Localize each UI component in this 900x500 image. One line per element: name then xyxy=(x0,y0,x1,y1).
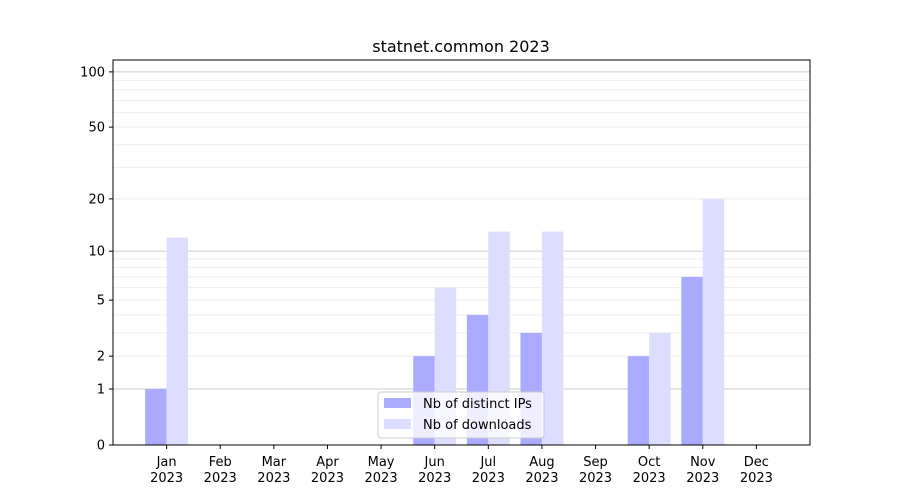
x-tick-label-month: Sep xyxy=(583,455,608,470)
x-tick-label-year: 2023 xyxy=(633,471,666,486)
bar-downloads xyxy=(541,231,564,445)
bar-downloads xyxy=(649,332,671,445)
bar-ips xyxy=(627,356,650,445)
x-axis: Jan2023Feb2023Mar2023Apr2023May2023Jun20… xyxy=(150,445,773,486)
legend: Nb of distinct IPs Nb of downloads xyxy=(377,391,545,439)
bar-ips xyxy=(145,388,167,445)
bar-ips xyxy=(681,276,703,445)
bar-downloads xyxy=(166,237,189,445)
x-tick-label-year: 2023 xyxy=(257,471,290,486)
x-tick-label-year: 2023 xyxy=(311,471,344,486)
y-tick-label: 5 xyxy=(97,294,105,309)
x-tick-label-year: 2023 xyxy=(418,471,451,486)
y-tick-label: 0 xyxy=(97,439,105,454)
y-tick-label: 20 xyxy=(88,192,105,207)
x-tick-label-year: 2023 xyxy=(740,471,773,486)
chart-title: statnet.common 2023 xyxy=(372,37,550,56)
x-tick-label-month: Jan xyxy=(156,455,177,470)
legend-swatch-downloads xyxy=(384,419,411,429)
grid xyxy=(113,71,810,390)
x-tick-label-year: 2023 xyxy=(150,471,183,486)
x-tick-label-month: Aug xyxy=(529,455,554,470)
y-tick-label: 2 xyxy=(97,350,105,365)
x-tick-label-month: Dec xyxy=(744,455,769,470)
x-tick-label-year: 2023 xyxy=(686,471,719,486)
legend-label-downloads: Nb of downloads xyxy=(423,418,532,433)
x-tick-label-month: May xyxy=(368,455,395,470)
legend-label-ips: Nb of distinct IPs xyxy=(423,397,532,412)
x-tick-label-month: Jun xyxy=(424,455,445,470)
x-tick-label-month: Oct xyxy=(638,455,660,470)
x-tick-label-year: 2023 xyxy=(204,471,237,486)
legend-frame xyxy=(377,391,545,439)
plot-frame xyxy=(112,59,811,446)
y-tick-label: 50 xyxy=(88,121,105,136)
x-tick-label-year: 2023 xyxy=(525,471,558,486)
y-tick-label: 10 xyxy=(88,245,105,260)
x-tick-label-year: 2023 xyxy=(365,471,398,486)
x-tick-label-month: Nov xyxy=(690,455,716,470)
x-tick-label-year: 2023 xyxy=(579,471,612,486)
x-tick-label-month: Mar xyxy=(262,455,287,470)
y-tick-label: 100 xyxy=(80,65,105,80)
y-tick-label: 1 xyxy=(97,382,105,397)
legend-swatch-ips xyxy=(384,398,411,408)
bar-downloads xyxy=(702,198,725,445)
x-tick-label-month: Jul xyxy=(479,455,496,470)
x-tick-label-month: Feb xyxy=(209,455,232,470)
x-tick-label-month: Apr xyxy=(316,455,339,470)
x-tick-label-year: 2023 xyxy=(472,471,505,486)
y-axis: 0 1 2 5 10 20 50 100 xyxy=(80,65,113,454)
